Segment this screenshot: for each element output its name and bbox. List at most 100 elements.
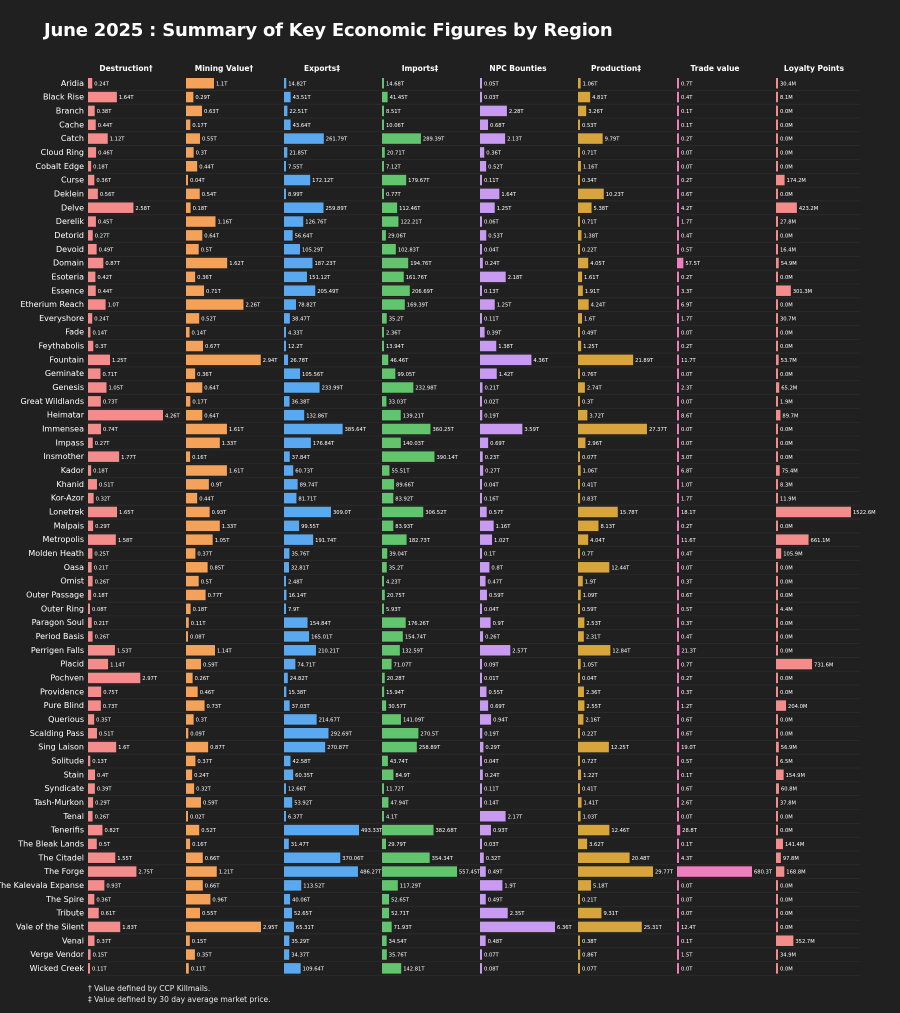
bar [284, 216, 304, 227]
bar [88, 216, 96, 227]
bar [382, 382, 414, 393]
data-label: 43.64T [293, 123, 312, 129]
data-label: 105.9M [783, 552, 802, 558]
data-label: 0.14T [484, 801, 500, 807]
bar [578, 506, 618, 518]
data-label: 1.05T [583, 662, 599, 668]
data-label: 0.27T [95, 234, 111, 240]
data-label: 1.25T [112, 358, 128, 364]
bar [382, 368, 396, 379]
data-label: 0.0T [681, 897, 693, 903]
bar [480, 797, 482, 808]
data-label: 352.7M [795, 939, 814, 945]
data-label: 0.75T [103, 690, 119, 696]
data-label: 1.06T [583, 81, 599, 87]
data-label: 4.23T [386, 579, 402, 585]
data-label: 423.2M [799, 206, 818, 212]
bar [776, 313, 778, 324]
bar [578, 299, 589, 310]
data-label: 52.65T [391, 897, 410, 903]
data-label: 0.17T [192, 123, 208, 129]
bar [677, 838, 679, 850]
bar [776, 603, 778, 615]
bar [578, 548, 580, 559]
data-label: 0.0M [780, 192, 793, 198]
data-label: 0.04T [190, 178, 206, 184]
bar [776, 838, 783, 850]
data-label: 232.98T [415, 386, 437, 392]
bar [480, 534, 493, 545]
data-label: 29.77T [655, 870, 674, 876]
data-label: 102.83T [398, 247, 420, 253]
data-label: 0.0M [780, 344, 793, 350]
data-label: 0.22T [582, 731, 598, 737]
data-label: 0.0M [780, 731, 793, 737]
data-label: 1.6T [118, 745, 130, 751]
bar [382, 91, 388, 103]
region-label: Pure Blind [44, 701, 84, 710]
data-label: 0.53T [582, 123, 598, 129]
data-label: 0.18T [93, 469, 109, 475]
bar [776, 465, 780, 476]
data-label: 1.12T [110, 137, 126, 143]
bar [186, 686, 198, 698]
bar [284, 520, 300, 532]
bar [382, 935, 387, 946]
bar [776, 880, 778, 891]
data-label: 557.45T [459, 870, 481, 876]
data-label: 0.0M [780, 884, 793, 890]
bar [88, 340, 94, 352]
bar [578, 147, 580, 158]
bar [776, 174, 785, 186]
bar [480, 617, 491, 628]
bar [382, 451, 435, 462]
data-label: 1.38T [498, 344, 514, 350]
bar [677, 313, 679, 324]
bar [88, 921, 121, 933]
data-label: 0.77T [208, 593, 224, 599]
data-label: 0.14T [92, 330, 108, 336]
bar [578, 243, 580, 255]
bar [578, 603, 580, 615]
bar [578, 797, 582, 808]
data-label: 0.55T [202, 137, 218, 143]
bar [578, 714, 584, 725]
data-label: 1.41T [584, 801, 600, 807]
data-label: 1.03T [583, 814, 599, 820]
bar [186, 700, 205, 711]
data-label: 18.1T [681, 510, 697, 516]
data-label: 0.56T [100, 192, 116, 198]
data-label: 29.79T [388, 842, 407, 848]
data-label: 1.55T [117, 856, 133, 862]
data-label: 10.23T [606, 192, 625, 198]
data-label: 1.25T [583, 344, 599, 350]
data-label: 20.48T [632, 856, 651, 862]
data-label: 0.22T [582, 247, 598, 253]
data-label: 4.05T [590, 261, 606, 267]
bar [382, 755, 388, 767]
bar [677, 575, 679, 587]
region-label: Genesis [52, 383, 84, 392]
bar [382, 105, 384, 117]
bar [284, 285, 316, 296]
bar [776, 769, 784, 780]
bar [677, 700, 679, 711]
region-label: Scalding Pass [30, 729, 84, 738]
data-label: 0.29T [195, 95, 211, 101]
data-label: 55.51T [391, 469, 410, 475]
data-label: 0.16T [484, 496, 500, 502]
data-label: 8.1M [780, 95, 793, 101]
bar [776, 382, 780, 393]
data-label: 6.37T [288, 814, 304, 820]
bar [480, 230, 487, 241]
data-label: 0.67T [205, 344, 221, 350]
bar [578, 313, 583, 324]
series-header: Trade value [690, 64, 739, 73]
data-label: 0.44T [98, 123, 114, 129]
data-label: 1.61T [584, 275, 600, 281]
bar [88, 658, 109, 670]
data-label: 1.61T [229, 469, 245, 475]
bar [88, 354, 111, 366]
data-label: 0.36T [197, 275, 213, 281]
bar [578, 755, 580, 767]
